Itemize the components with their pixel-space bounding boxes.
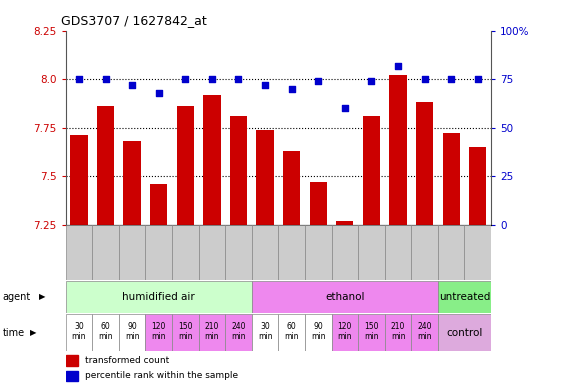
Bar bbox=[385, 314, 411, 351]
Bar bbox=[358, 225, 385, 280]
Bar bbox=[93, 225, 119, 280]
Point bbox=[74, 76, 83, 82]
Bar bbox=[278, 314, 305, 351]
Bar bbox=[336, 221, 353, 225]
Bar bbox=[172, 225, 199, 280]
Bar bbox=[150, 184, 167, 225]
Bar bbox=[199, 314, 225, 351]
Text: humidified air: humidified air bbox=[122, 292, 195, 302]
Point bbox=[313, 78, 323, 84]
Point bbox=[287, 86, 296, 92]
Bar bbox=[283, 151, 300, 225]
Text: ▶: ▶ bbox=[39, 292, 45, 301]
Text: 120
min: 120 min bbox=[151, 322, 166, 341]
Bar bbox=[358, 314, 385, 351]
Bar bbox=[305, 225, 332, 280]
Bar bbox=[305, 314, 332, 351]
Point bbox=[207, 76, 216, 82]
Text: transformed count: transformed count bbox=[85, 356, 169, 365]
Text: 240
min: 240 min bbox=[417, 322, 432, 341]
Bar bbox=[309, 182, 327, 225]
Point bbox=[340, 105, 349, 111]
Point bbox=[393, 63, 403, 69]
Text: GDS3707 / 1627842_at: GDS3707 / 1627842_at bbox=[62, 14, 207, 27]
Point bbox=[181, 76, 190, 82]
Bar bbox=[438, 314, 491, 351]
Text: 60
min: 60 min bbox=[98, 322, 113, 341]
Point bbox=[234, 76, 243, 82]
Text: 30
min: 30 min bbox=[72, 322, 86, 341]
Bar bbox=[332, 225, 358, 280]
Bar bbox=[176, 106, 194, 225]
Point bbox=[420, 76, 429, 82]
Text: percentile rank within the sample: percentile rank within the sample bbox=[85, 371, 238, 380]
Bar bbox=[252, 314, 279, 351]
Bar bbox=[416, 103, 433, 225]
Bar bbox=[123, 141, 141, 225]
Bar bbox=[443, 134, 460, 225]
Bar bbox=[146, 225, 172, 280]
Bar bbox=[464, 225, 491, 280]
Text: 210
min: 210 min bbox=[391, 322, 405, 341]
Point bbox=[101, 76, 110, 82]
Text: 120
min: 120 min bbox=[337, 322, 352, 341]
Bar bbox=[411, 314, 438, 351]
Point bbox=[154, 90, 163, 96]
Bar bbox=[93, 314, 119, 351]
Bar bbox=[119, 225, 146, 280]
Text: control: control bbox=[447, 328, 482, 338]
Text: ethanol: ethanol bbox=[325, 292, 364, 302]
Bar bbox=[332, 314, 358, 351]
Bar bbox=[199, 225, 225, 280]
Text: 90
min: 90 min bbox=[125, 322, 139, 341]
Bar bbox=[225, 314, 252, 351]
Bar bbox=[66, 281, 252, 313]
Bar bbox=[203, 95, 220, 225]
Text: ▶: ▶ bbox=[30, 328, 37, 337]
Text: 150
min: 150 min bbox=[364, 322, 379, 341]
Bar bbox=[119, 314, 146, 351]
Bar bbox=[146, 314, 172, 351]
Point bbox=[127, 82, 136, 88]
Text: 150
min: 150 min bbox=[178, 322, 192, 341]
Bar bbox=[230, 116, 247, 225]
Bar bbox=[66, 355, 78, 366]
Bar bbox=[66, 314, 93, 351]
Bar bbox=[97, 106, 114, 225]
Text: time: time bbox=[2, 328, 25, 338]
Bar bbox=[256, 130, 274, 225]
Bar bbox=[438, 225, 464, 280]
Point bbox=[447, 76, 456, 82]
Bar bbox=[438, 281, 491, 313]
Point bbox=[473, 76, 482, 82]
Text: 90
min: 90 min bbox=[311, 322, 325, 341]
Bar bbox=[66, 371, 78, 381]
Bar bbox=[70, 136, 87, 225]
Bar bbox=[172, 314, 199, 351]
Point bbox=[260, 82, 270, 88]
Bar bbox=[363, 116, 380, 225]
Bar bbox=[411, 225, 438, 280]
Bar bbox=[252, 225, 279, 280]
Text: agent: agent bbox=[2, 292, 30, 302]
Text: 30
min: 30 min bbox=[258, 322, 272, 341]
Bar bbox=[225, 225, 252, 280]
Point bbox=[367, 78, 376, 84]
Bar bbox=[389, 75, 407, 225]
Text: 60
min: 60 min bbox=[284, 322, 299, 341]
Bar bbox=[252, 281, 438, 313]
Bar bbox=[66, 225, 93, 280]
Bar bbox=[385, 225, 411, 280]
Bar bbox=[278, 225, 305, 280]
Text: untreated: untreated bbox=[439, 292, 490, 302]
Text: 210
min: 210 min bbox=[204, 322, 219, 341]
Bar bbox=[469, 147, 486, 225]
Text: 240
min: 240 min bbox=[231, 322, 246, 341]
